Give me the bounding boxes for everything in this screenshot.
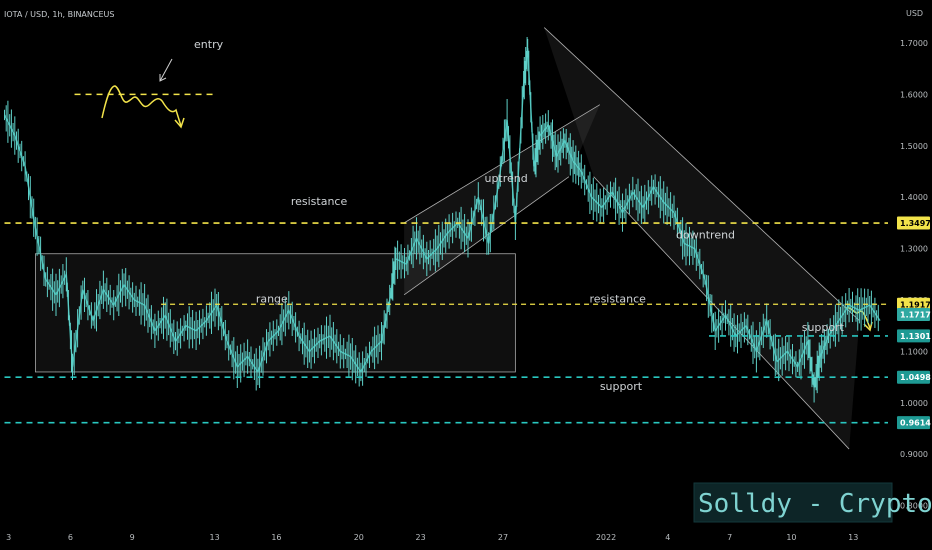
axis-level-pill (897, 308, 930, 322)
x-tick-9: 9 (130, 533, 135, 542)
y-tick-1.4000: 1.4000 (900, 193, 928, 202)
y-tick-1.6000: 1.6000 (900, 90, 928, 99)
brand-text: Solldy - Crypto for U (698, 489, 932, 519)
x-tick-27: 27 (498, 533, 508, 542)
x-tick-10: 10 (786, 533, 796, 542)
x-tick-20: 20 (354, 533, 364, 542)
annotation-entry: entry (194, 38, 224, 51)
entry-pointer (159, 58, 173, 82)
axis-level-1.3497: 1.3497 (897, 216, 931, 230)
downtrend-channel-upper (543, 27, 860, 321)
axis-level-pill (897, 416, 930, 430)
uptrend-channel-fill (404, 104, 600, 295)
annotation-support: support (802, 321, 845, 334)
chart-title: IOTA / USD, 1h, BINANCEUS (4, 10, 114, 19)
axis-level-text: 0.9614 (900, 419, 931, 428)
drawing-shapes (35, 27, 873, 450)
axis-level-pill (897, 370, 930, 384)
y-tick-1.1000: 1.1000 (900, 347, 928, 356)
y-tick-1.5000: 1.5000 (900, 142, 928, 151)
axis-level-text: 1.1717 (900, 311, 931, 320)
x-tick-13: 13 (848, 533, 858, 542)
axis-level-1.1717: 1.1717 (897, 308, 931, 322)
entry-pointer-head (159, 74, 167, 82)
annotation-range: range (256, 293, 288, 306)
axis-level-text: 1.0498 (900, 373, 931, 382)
axis-level-0.9614: 0.9614 (897, 416, 931, 430)
annotations: entry resistance uptrend range resistance dow… (194, 38, 845, 393)
y-tick-1.7000: 1.7000 (900, 39, 928, 48)
axis-level-1.0498: 1.0498 (897, 370, 931, 384)
x-tick-6: 6 (68, 533, 73, 542)
x-tick-3: 3 (6, 533, 11, 542)
axes: 1.70001.60001.50001.40001.30001.20001.10… (6, 39, 931, 542)
x-tick-13: 13 (210, 533, 220, 542)
y-tick-1.0000: 1.0000 (900, 399, 928, 408)
entry-scribble (101, 85, 182, 127)
annotation-support: support (600, 380, 643, 393)
axis-level-pill (897, 297, 930, 311)
brand-watermark: Solldy - Crypto for U (693, 482, 932, 523)
currency-label: USD (906, 9, 923, 18)
axis-level-pill (897, 329, 930, 343)
x-tick-4: 4 (665, 533, 670, 542)
x-tick-23: 23 (416, 533, 426, 542)
axis-level-text: 1.3497 (900, 219, 931, 228)
annotation-uptrend: uptrend (484, 172, 527, 185)
horizontal-levels (4, 222, 888, 424)
x-tick-16: 16 (271, 533, 281, 542)
annotation-resistance: resistance (291, 195, 348, 208)
axis-level-text: 1.1301 (900, 332, 931, 341)
entry-arrow-head (174, 117, 185, 129)
x-tick-7: 7 (727, 533, 732, 542)
price-wicks (4, 37, 879, 403)
downtrend-channel-lower (593, 176, 850, 450)
x-tick-2022: 2022 (596, 533, 616, 542)
axis-level-1.1301: 1.1301 (897, 329, 931, 343)
y-tick-0.8000: 0.8000 (900, 502, 928, 511)
range-box (35, 253, 516, 373)
axis-level-pill (897, 216, 930, 230)
axis-level-1.1917: 1.1917 (897, 297, 931, 311)
y-tick-0.9000: 0.9000 (900, 450, 928, 459)
downtrend-channel-fill (544, 27, 860, 450)
y-tick-1.3000: 1.3000 (900, 245, 928, 254)
annotation-downtrend: downtrend (676, 228, 735, 241)
annotation-resistance: resistance (590, 293, 647, 306)
axis-level-text: 1.1917 (900, 300, 931, 309)
